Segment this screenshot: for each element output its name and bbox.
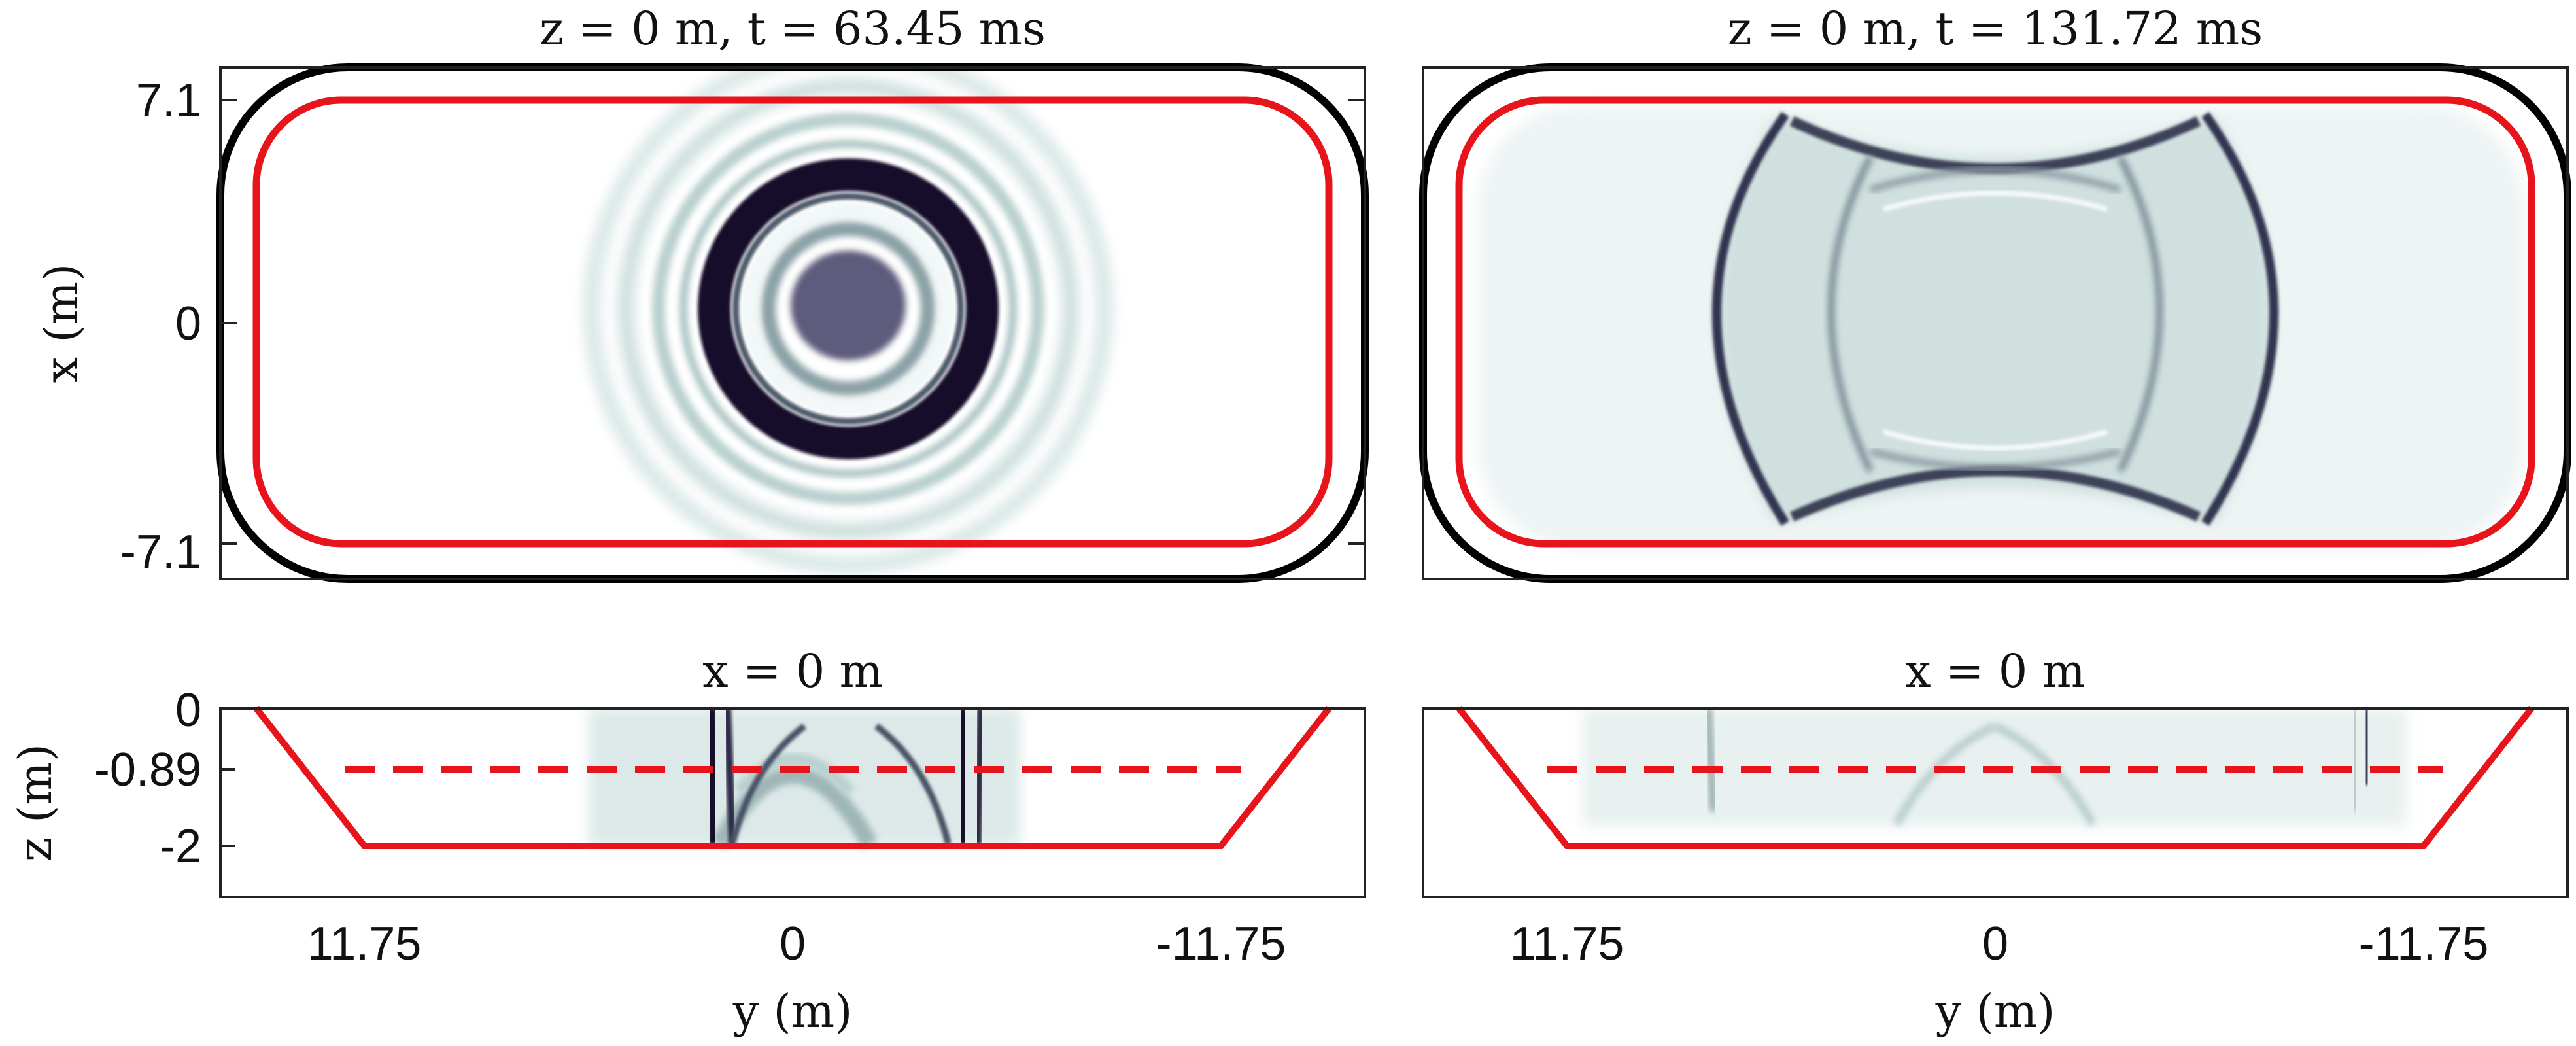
central-blob <box>791 251 906 360</box>
inner-front-top <box>1869 167 2121 193</box>
axes-box-top-right <box>1422 66 2569 580</box>
ylabel-bottom: z (m) <box>9 744 62 862</box>
panel-title-top-right: z = 0 m, t = 131.72 ms <box>1728 2 2263 56</box>
ytick-x-label-0-right: 0 <box>1982 918 2008 970</box>
ylabel-top: x (m) <box>35 264 88 383</box>
ripple-outer-2 <box>619 79 1078 538</box>
ztick-label-0: 0 <box>175 684 201 737</box>
section-streak-1 <box>705 708 720 845</box>
ztick-label-minus-0.89: -0.89 <box>94 744 201 796</box>
ztick-label-minus-2: -2 <box>160 820 201 873</box>
axes-box-bottom-right <box>1422 707 2569 898</box>
front-right <box>2201 111 2278 526</box>
ripple-outer-1 <box>652 113 1044 505</box>
panel-title-bottom-left: x = 0 m <box>702 644 883 698</box>
panel-title-top-left: z = 0 m, t = 63.45 ms <box>540 2 1046 56</box>
section-arch-right-2 <box>1993 722 2097 826</box>
bathymetry-bottom-left <box>254 706 1331 849</box>
ytick-x-label-0-left: 0 <box>780 918 806 970</box>
section-streak-4 <box>974 708 985 845</box>
inner-front-left <box>1828 155 1874 473</box>
ytick-x-label-11.75-right: 11.75 <box>1510 918 1624 970</box>
section-streak-right-3 <box>2352 708 2358 812</box>
axes-box-top-left <box>219 66 1366 580</box>
section-diagonal-2 <box>874 723 952 845</box>
section-streak-right-2 <box>2362 708 2371 786</box>
panel-bottom-right: x = 0 m 11.75 0 -11.75 y (m) <box>1422 644 2569 1038</box>
inner-halo <box>761 222 935 396</box>
panel-bottom-left: x = 0 m 0 -0.89 -2 z (m) 11.75 0 -11.75 … <box>9 644 1366 1038</box>
bright-crest-bottom <box>1882 429 2108 451</box>
xlabel-left: y (m) <box>732 985 853 1038</box>
bathymetry-bottom-right <box>1456 706 2534 849</box>
wall-outline-top-left <box>216 63 1369 583</box>
section-arch-2 <box>734 753 855 795</box>
section-streak-right-1 <box>1705 708 1717 812</box>
ripple-outer-3 <box>584 67 1112 573</box>
contour-top-left <box>252 96 1333 548</box>
axes-box-bottom-left <box>219 707 1366 898</box>
bright-gap <box>742 203 954 415</box>
wave-field-top-right <box>1478 105 2524 549</box>
panel-top-left: z = 0 m, t = 63.45 ms 7.1 0 -7.1 <box>35 2 1369 583</box>
ytick-x-label-11.75-left: 11.75 <box>307 918 422 970</box>
ripple-outer-0 <box>679 140 1017 478</box>
bright-crest-top <box>1882 190 2108 212</box>
ytick-label-minus-7.1: -7.1 <box>120 526 201 578</box>
panel-top-right: z = 0 m, t = 131.72 ms <box>1419 2 2571 583</box>
panel-title-bottom-right: x = 0 m <box>1905 644 2086 698</box>
section-arch-right-1 <box>1893 722 1997 826</box>
xlabel-right: y (m) <box>1935 985 2055 1038</box>
section-diagonal-1 <box>729 723 807 845</box>
ytick-label-0: 0 <box>175 298 201 350</box>
inner-front-right <box>2117 155 2163 473</box>
wave-section-bottom-left <box>589 708 1020 848</box>
inner-front-bottom <box>1869 448 2121 471</box>
main-ring <box>698 158 999 459</box>
section-streak-2 <box>723 708 736 845</box>
ytick-x-label-minus-11.75-right: -11.75 <box>2359 918 2489 970</box>
section-streak-3 <box>955 708 970 845</box>
wave-field-top-left <box>584 67 1112 573</box>
front-left <box>1712 111 1789 526</box>
ytick-label-7.1: 7.1 <box>136 75 201 127</box>
main-ring-inner-edge <box>732 193 964 425</box>
reflection-body <box>1718 118 2272 523</box>
ytick-x-label-minus-11.75-left: -11.75 <box>1156 918 1286 970</box>
contour-top-right <box>1455 96 2535 548</box>
